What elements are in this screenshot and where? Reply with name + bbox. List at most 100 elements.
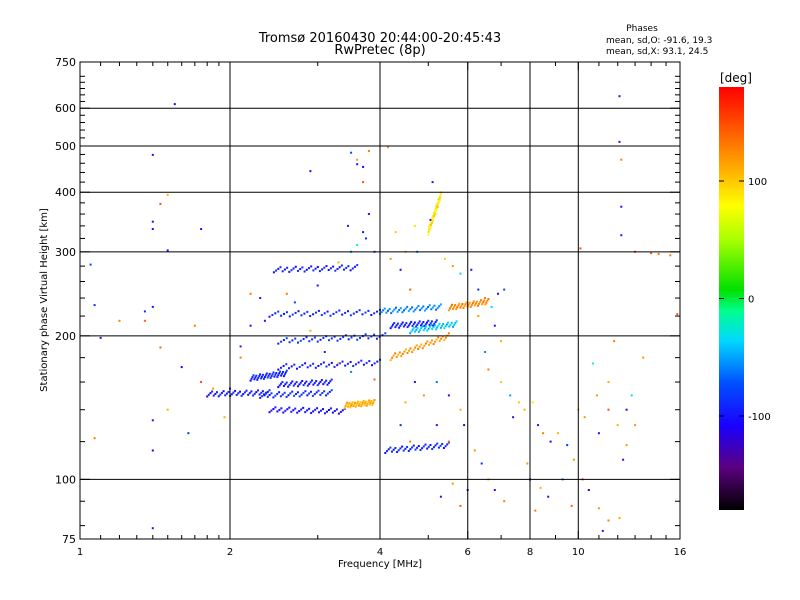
- data-point: [365, 361, 368, 364]
- data-point: [411, 325, 414, 327]
- data-point: [427, 319, 430, 322]
- y-tick-label: 75: [62, 533, 76, 546]
- data-point: [398, 326, 401, 329]
- data-point: [587, 489, 590, 491]
- data-point: [597, 432, 600, 435]
- data-point: [306, 310, 309, 313]
- data-point: [579, 247, 582, 250]
- data-point: [312, 410, 315, 413]
- data-point: [304, 411, 307, 414]
- data-point: [500, 340, 503, 343]
- data-point: [301, 380, 304, 382]
- data-point: [434, 444, 437, 447]
- data-point: [263, 394, 266, 397]
- data-point: [618, 140, 621, 143]
- data-point: [360, 359, 363, 362]
- x-tick-label: 2: [227, 547, 233, 558]
- data-point: [473, 449, 476, 452]
- data-point: [349, 314, 352, 317]
- data-point: [354, 401, 356, 404]
- data-point: [337, 362, 340, 365]
- data-point: [410, 330, 413, 333]
- data-point: [597, 507, 600, 510]
- data-point: [311, 338, 314, 341]
- data-point: [344, 334, 347, 337]
- data-point: [187, 432, 190, 435]
- data-point: [416, 323, 419, 326]
- data-point: [273, 375, 276, 378]
- data-point: [301, 364, 304, 367]
- data-point: [346, 362, 349, 365]
- data-point: [223, 416, 226, 419]
- data-point: [287, 394, 290, 397]
- data-point: [316, 284, 319, 287]
- data-point: [427, 327, 430, 330]
- data-point: [394, 352, 397, 355]
- data-point: [445, 323, 448, 326]
- data-point: [428, 343, 430, 346]
- data-point: [393, 322, 396, 324]
- data-point: [429, 218, 432, 221]
- data-point: [356, 158, 359, 161]
- data-point: [376, 310, 379, 313]
- data-point: [591, 362, 594, 365]
- data-point: [314, 366, 317, 369]
- data-point: [227, 390, 230, 393]
- data-point: [268, 411, 271, 414]
- data-point: [397, 449, 400, 452]
- data-point: [401, 321, 404, 324]
- data-point: [159, 202, 162, 205]
- data-point: [503, 288, 506, 291]
- data-point: [212, 387, 215, 390]
- data-point: [320, 363, 323, 366]
- data-point: [272, 408, 275, 410]
- data-point: [99, 336, 102, 339]
- data-point: [422, 445, 425, 448]
- data-point: [299, 268, 302, 271]
- data-point: [459, 306, 462, 309]
- data-point: [349, 269, 352, 272]
- data-point: [333, 410, 336, 412]
- data-point: [373, 399, 376, 401]
- data-point: [389, 257, 392, 260]
- data-point: [322, 408, 324, 411]
- data-point: [634, 424, 637, 427]
- data-point: [302, 338, 305, 340]
- chart-title: Tromsø 20160430 20:44:00-20:45:43: [258, 31, 501, 46]
- data-point: [282, 385, 285, 387]
- y-tick-label: 750: [55, 56, 76, 69]
- data-point: [432, 324, 435, 327]
- data-point: [294, 265, 297, 268]
- data-point: [311, 394, 314, 397]
- data-point: [344, 364, 347, 367]
- data-point: [409, 347, 412, 350]
- data-point: [391, 450, 393, 453]
- data-point: [293, 301, 296, 304]
- data-point: [173, 103, 176, 106]
- data-point: [493, 489, 496, 491]
- data-point: [620, 158, 623, 161]
- data-point: [249, 324, 252, 327]
- x-axis-label: Frequency [MHz]: [338, 559, 422, 570]
- data-point: [272, 396, 275, 399]
- y-tick-label: 600: [55, 102, 76, 115]
- data-point: [556, 432, 559, 435]
- data-point: [351, 267, 354, 270]
- data-point: [484, 303, 487, 306]
- y-tick-label: 400: [55, 186, 76, 199]
- data-point: [222, 390, 225, 393]
- data-point: [367, 337, 370, 340]
- data-point: [415, 344, 418, 347]
- data-point: [475, 300, 478, 303]
- data-point: [389, 327, 392, 330]
- data-point: [242, 393, 245, 396]
- data-point: [289, 382, 292, 385]
- data-point: [477, 304, 479, 307]
- data-point: [276, 410, 279, 413]
- data-point: [443, 257, 446, 260]
- data-point: [347, 265, 350, 268]
- data-point: [317, 389, 320, 392]
- data-point: [395, 356, 398, 358]
- data-point: [329, 267, 332, 270]
